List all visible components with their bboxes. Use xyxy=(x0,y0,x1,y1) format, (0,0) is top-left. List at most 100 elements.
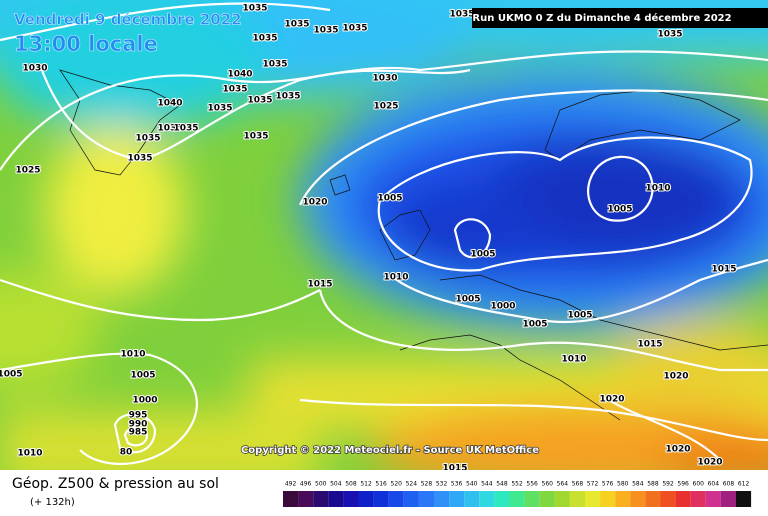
isobar-label: 1035 xyxy=(242,4,267,14)
colorbar-cell xyxy=(705,491,721,507)
isobar-label: 1010 xyxy=(645,184,670,194)
isobar-label: 1035 xyxy=(135,134,160,144)
colorbar-label: 516 xyxy=(375,481,387,488)
colorbar-label: 608 xyxy=(723,481,735,488)
colorbar-label: 604 xyxy=(708,481,720,488)
colorbar-cell xyxy=(630,491,646,507)
isobar-label: 1005 xyxy=(470,250,495,260)
isobar-label: 1035 xyxy=(313,26,338,36)
isobar-label: 990 xyxy=(129,420,148,430)
colorbar-label: 540 xyxy=(466,481,478,488)
legend-lead: (+ 132h) xyxy=(30,497,75,508)
colorbar-label: 564 xyxy=(557,481,569,488)
run-banner xyxy=(472,8,768,28)
colorbar-cell xyxy=(509,491,525,507)
isobar-label: 1035 xyxy=(207,104,232,114)
isobar-label: 1000 xyxy=(490,302,515,312)
forecast-time: 13:00 locale xyxy=(14,32,158,56)
isobar-label: 1020 xyxy=(599,395,624,405)
colorbar-label: 504 xyxy=(330,481,342,488)
isobar-label: 1005 xyxy=(130,371,155,381)
colorbar-label: 600 xyxy=(693,481,705,488)
colorbar-cell xyxy=(554,491,570,507)
colorbar-label: 512 xyxy=(360,481,372,488)
isobar-label: 1025 xyxy=(15,166,40,176)
isobar-label: 1040 xyxy=(227,70,252,80)
colorbar-label: 524 xyxy=(406,481,418,488)
colorbar-label: 520 xyxy=(391,481,403,488)
colorbar-cell xyxy=(343,491,359,507)
isobar-label: 995 xyxy=(129,411,148,421)
isobar-label: 1005 xyxy=(522,320,547,330)
isobar-label: 1015 xyxy=(711,265,736,275)
colorbar-cell xyxy=(585,491,601,507)
colorbar-label: 592 xyxy=(662,481,674,488)
isobar-label: 1030 xyxy=(372,74,397,84)
colorbar: 492 496 500 504 508 512 516 520 524 528 532 536 540 5… xyxy=(283,481,752,507)
isobar-label: 1020 xyxy=(665,445,690,455)
isobar-label: 1035 xyxy=(275,92,300,102)
colorbar-cell xyxy=(313,491,329,507)
colorbar-cell xyxy=(494,491,510,507)
colorbar-label: 500 xyxy=(315,481,327,488)
isobar-label: 1005 xyxy=(567,311,592,321)
isobar-label: 1005 xyxy=(607,205,632,215)
colorbar-label: 544 xyxy=(481,481,493,488)
colorbar-label: 548 xyxy=(496,481,508,488)
colorbar-cell xyxy=(660,491,676,507)
isobar-label: 1035 xyxy=(449,10,474,20)
colorbar-label: 612 xyxy=(738,481,750,488)
isobar-label: 1035 xyxy=(262,60,287,70)
colorbar-cell xyxy=(298,491,314,507)
colorbar-cell xyxy=(690,491,706,507)
colorbar-label: 496 xyxy=(300,481,312,488)
colorbar-label: 596 xyxy=(677,481,689,488)
isobar-label: 1035 xyxy=(284,20,309,30)
colorbar-cell xyxy=(675,491,691,507)
colorbar-cell xyxy=(569,491,585,507)
forecast-date: Vendredi 9 décembre 2022 xyxy=(14,11,242,29)
colorbar-label: 492 xyxy=(285,481,297,488)
colorbar-cell xyxy=(479,491,495,507)
colorbar-cell xyxy=(418,491,434,507)
isobar-label: 1030 xyxy=(22,64,47,74)
colorbar-cell xyxy=(358,491,374,507)
isobar-label: 1035 xyxy=(657,30,682,40)
isobar-label: 1005 xyxy=(455,295,480,305)
colorbar-cell xyxy=(434,491,450,507)
colorbar-label: 528 xyxy=(421,481,433,488)
colorbar-cell xyxy=(328,491,344,507)
isobar-label: 1015 xyxy=(307,280,332,290)
run-label: Run UKMO 0 Z du Dimanche 4 décembre 2022 xyxy=(472,12,731,24)
isobar-label: 1010 xyxy=(17,449,42,459)
isobar-label: 1020 xyxy=(697,458,722,468)
isobar-label: 1035 xyxy=(342,24,367,34)
isobar-label: 1035 xyxy=(247,96,272,106)
isobar-label: 1040 xyxy=(157,99,182,109)
isobar-label: 1035 xyxy=(173,124,198,134)
colorbar-label: 556 xyxy=(526,481,538,488)
isobar-label: 1035 xyxy=(222,85,247,95)
isobar-label: 1010 xyxy=(561,355,586,365)
colorbar-label: 588 xyxy=(647,481,659,488)
legend-title: Géop. Z500 & pression au sol xyxy=(12,476,219,492)
colorbar-cell xyxy=(736,491,752,507)
colorbar-cell xyxy=(373,491,389,507)
colorbar-label: 508 xyxy=(345,481,357,488)
colorbar-label: 584 xyxy=(632,481,644,488)
isobar-label: 1035 xyxy=(243,132,268,142)
colorbar-cell xyxy=(388,491,404,507)
colorbar-cell xyxy=(464,491,480,507)
colorbar-cell xyxy=(645,491,661,507)
isobar-label: 1005 xyxy=(0,370,23,380)
colorbar-label: 576 xyxy=(602,481,614,488)
isobar-label: 1025 xyxy=(373,102,398,112)
colorbar-label: 572 xyxy=(587,481,599,488)
colorbar-cell xyxy=(600,491,616,507)
colorbar-label: 552 xyxy=(511,481,523,488)
isobar-label: 1000 xyxy=(132,396,157,406)
isobar-label: 1005 xyxy=(377,194,402,204)
colorbar-label: 536 xyxy=(451,481,463,488)
